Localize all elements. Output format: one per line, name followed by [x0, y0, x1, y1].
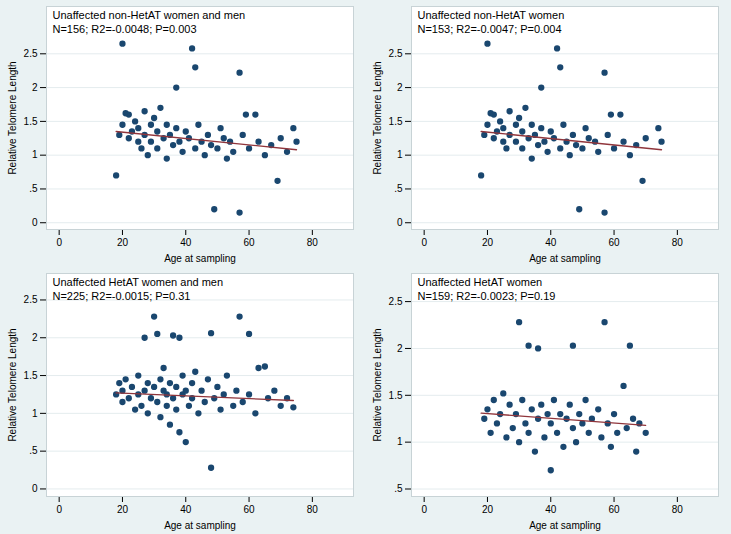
svg-text:80: 80 [672, 504, 684, 515]
svg-text:Age at sampling: Age at sampling [164, 253, 236, 264]
svg-text:1: 1 [397, 149, 403, 160]
svg-text:0: 0 [421, 504, 427, 515]
svg-text:0: 0 [397, 217, 403, 228]
svg-text:0: 0 [56, 504, 62, 515]
svg-text:.5: .5 [394, 183, 403, 194]
svg-text:1: 1 [397, 436, 403, 447]
svg-text:2: 2 [397, 343, 403, 354]
svg-text:80: 80 [307, 504, 319, 515]
svg-text:Unaffected HetAT women: Unaffected HetAT women [418, 276, 543, 288]
svg-text:2.5: 2.5 [389, 48, 403, 59]
svg-text:.5: .5 [29, 183, 38, 194]
svg-text:2.5: 2.5 [389, 296, 403, 307]
svg-text:60: 60 [243, 504, 255, 515]
svg-text:.5: .5 [29, 445, 38, 456]
svg-text:0: 0 [56, 237, 62, 248]
svg-text:60: 60 [243, 237, 255, 248]
svg-text:0: 0 [32, 483, 38, 494]
svg-text:N=153; R2=-0.0047; P=0.004: N=153; R2=-0.0047; P=0.004 [418, 23, 562, 35]
svg-text:60: 60 [608, 504, 620, 515]
svg-text:1.5: 1.5 [24, 370, 38, 381]
svg-text:2: 2 [397, 82, 403, 93]
svg-text:.5: .5 [394, 483, 403, 494]
svg-text:0: 0 [32, 217, 38, 228]
svg-text:Unaffected non-HetAT women: Unaffected non-HetAT women [418, 9, 565, 21]
svg-text:60: 60 [608, 237, 620, 248]
svg-text:80: 80 [307, 237, 319, 248]
svg-text:0: 0 [421, 237, 427, 248]
svg-text:1: 1 [32, 408, 38, 419]
svg-text:Age at sampling: Age at sampling [529, 253, 601, 264]
svg-text:2: 2 [32, 82, 38, 93]
svg-text:1.5: 1.5 [389, 116, 403, 127]
svg-text:20: 20 [482, 237, 494, 248]
svg-text:Age at sampling: Age at sampling [164, 520, 236, 531]
svg-text:2.5: 2.5 [24, 294, 38, 305]
svg-text:Relative Telomere Length: Relative Telomere Length [372, 328, 383, 441]
svg-text:N=156; R2=-0.0048; P=0.003: N=156; R2=-0.0048; P=0.003 [53, 23, 197, 35]
svg-text:Relative Telomere Length: Relative Telomere Length [7, 328, 18, 441]
svg-text:Age at sampling: Age at sampling [529, 520, 601, 531]
svg-text:2.5: 2.5 [24, 48, 38, 59]
svg-text:20: 20 [482, 504, 494, 515]
svg-text:1: 1 [32, 149, 38, 160]
svg-text:40: 40 [545, 504, 557, 515]
svg-text:N=159; R2=-0.0023; P=0.19: N=159; R2=-0.0023; P=0.19 [418, 290, 556, 302]
svg-text:N=225; R2=-0.0015; P=0.31: N=225; R2=-0.0015; P=0.31 [53, 290, 191, 302]
svg-text:Unaffected HetAT women and men: Unaffected HetAT women and men [53, 276, 224, 288]
svg-text:Unaffected non-HetAT women and: Unaffected non-HetAT women and men [53, 9, 246, 21]
svg-text:20: 20 [117, 504, 129, 515]
svg-text:80: 80 [672, 237, 684, 248]
svg-text:40: 40 [545, 237, 557, 248]
svg-text:20: 20 [117, 237, 129, 248]
svg-text:40: 40 [180, 237, 192, 248]
svg-text:2: 2 [32, 332, 38, 343]
svg-text:1.5: 1.5 [24, 116, 38, 127]
svg-text:1.5: 1.5 [389, 390, 403, 401]
svg-text:Relative Telomere Length: Relative Telomere Length [372, 61, 383, 174]
svg-text:40: 40 [180, 504, 192, 515]
svg-text:Relative Telomere Length: Relative Telomere Length [7, 61, 18, 174]
